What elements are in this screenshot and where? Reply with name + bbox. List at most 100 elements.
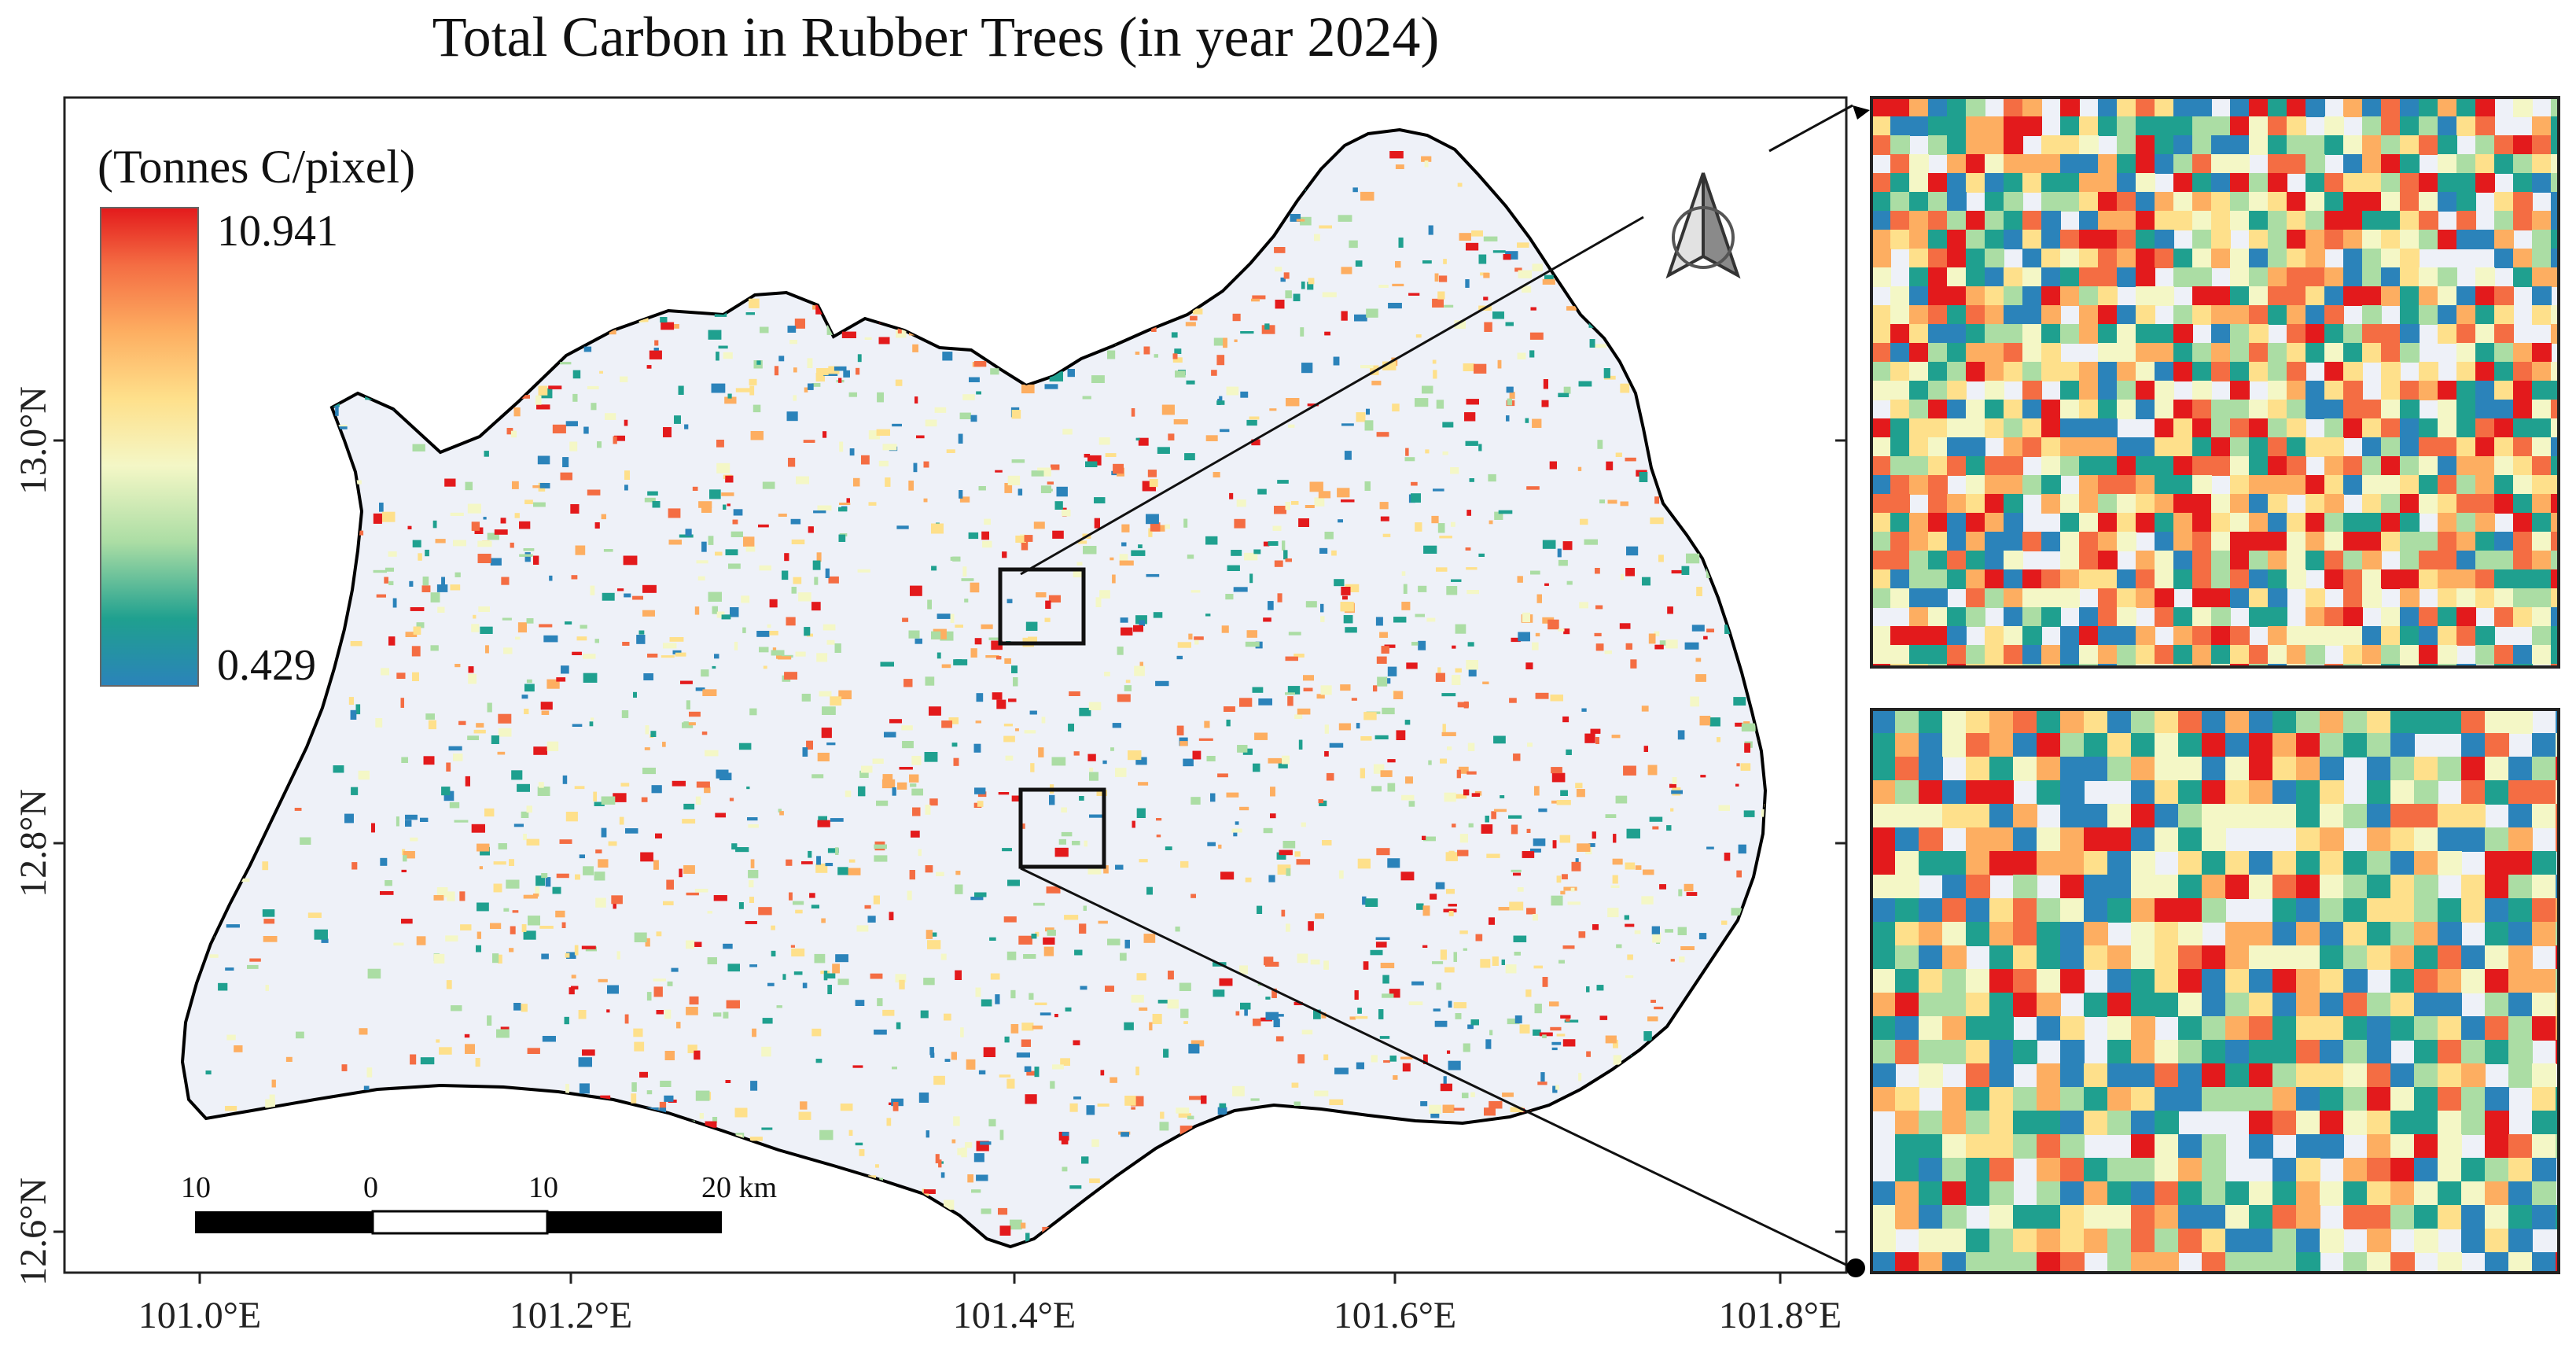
inset-pixel	[2022, 211, 2042, 230]
carbon-pixel	[450, 512, 464, 516]
carbon-pixel	[1131, 994, 1144, 1003]
carbon-pixel	[734, 642, 738, 650]
carbon-pixel	[1091, 1139, 1099, 1148]
carbon-pixel	[435, 539, 446, 544]
carbon-pixel	[437, 606, 445, 613]
carbon-pixel	[1307, 282, 1314, 290]
carbon-pixel	[1454, 794, 1467, 799]
carbon-pixel	[1216, 355, 1225, 366]
carbon-pixel	[983, 1047, 995, 1057]
carbon-pixel	[911, 756, 922, 765]
carbon-pixel	[464, 1034, 470, 1038]
carbon-pixel	[503, 647, 513, 654]
carbon-pixel	[1497, 359, 1502, 369]
carbon-pixel	[668, 540, 682, 545]
carbon-pixel	[388, 551, 397, 557]
carbon-pixel	[501, 577, 510, 585]
inset-pixel	[2532, 267, 2552, 287]
carbon-pixel	[748, 824, 759, 828]
carbon-pixel	[1405, 448, 1409, 456]
carbon-pixel	[868, 502, 877, 506]
carbon-pixel	[1383, 1060, 1390, 1063]
carbon-pixel	[927, 599, 932, 610]
inset-pixel	[1928, 418, 1948, 438]
carbon-pixel	[679, 868, 683, 878]
carbon-pixel	[1115, 864, 1124, 870]
inset-pixel	[2306, 173, 2325, 193]
carbon-pixel	[709, 489, 721, 499]
carbon-pixel	[1371, 1055, 1378, 1063]
inset-pixel	[2400, 437, 2420, 457]
carbon-pixel	[537, 455, 550, 465]
carbon-pixel	[1379, 502, 1389, 510]
inset-pixel	[2173, 324, 2193, 344]
carbon-pixel	[1408, 1001, 1423, 1005]
inset-pixel	[2098, 305, 2118, 325]
inset-pixel	[2306, 249, 2325, 268]
inset-pixel	[2230, 267, 2250, 287]
inset-pixel	[2173, 192, 2193, 212]
carbon-pixel	[1253, 549, 1261, 555]
carbon-pixel	[425, 713, 435, 720]
carbon-pixel	[715, 813, 726, 818]
carbon-pixel	[526, 805, 532, 813]
carbon-pixel	[1625, 923, 1635, 927]
carbon-pixel	[1252, 295, 1266, 300]
inset-pixel	[2041, 286, 2061, 306]
carbon-pixel	[571, 986, 579, 989]
carbon-pixel	[933, 1075, 945, 1085]
inset-pixel	[2551, 418, 2559, 438]
connector-dot-bottom	[1846, 1258, 1865, 1277]
carbon-pixel	[674, 415, 681, 424]
inset-pixel	[1966, 173, 1985, 193]
inset-pixel	[1966, 400, 1985, 419]
carbon-pixel	[660, 317, 668, 322]
carbon-pixel	[1352, 187, 1358, 193]
carbon-pixel	[560, 362, 572, 365]
carbon-pixel	[218, 982, 228, 991]
carbon-pixel	[366, 1067, 373, 1078]
inset-pixel	[1966, 230, 1985, 249]
carbon-pixel	[1647, 765, 1658, 776]
carbon-pixel	[1173, 419, 1188, 425]
carbon-pixel	[546, 741, 559, 751]
carbon-pixel	[1442, 1104, 1455, 1113]
carbon-pixel	[1107, 938, 1121, 945]
inset-pixel	[2532, 116, 2552, 136]
carbon-pixel	[1098, 437, 1110, 445]
inset-pixel	[1947, 116, 1967, 136]
carbon-pixel	[1249, 573, 1253, 584]
inset-pixel	[2004, 418, 2023, 438]
inset-pixel	[1871, 267, 1891, 287]
carbon-pixel	[653, 978, 666, 982]
carbon-pixel	[1510, 1107, 1524, 1112]
carbon-pixel	[1156, 835, 1161, 838]
inset-pixel	[2230, 324, 2250, 344]
carbon-pixel	[1533, 965, 1543, 969]
carbon-pixel	[487, 702, 492, 713]
carbon-pixel	[1680, 946, 1695, 950]
carbon-pixel	[1428, 225, 1433, 235]
carbon-pixel	[523, 834, 527, 841]
carbon-pixel	[643, 673, 653, 680]
carbon-pixel	[1741, 723, 1756, 731]
carbon-pixel	[401, 757, 408, 763]
carbon-pixel	[1135, 1067, 1139, 1076]
carbon-pixel	[1279, 849, 1293, 856]
carbon-pixel	[834, 643, 841, 653]
carbon-pixel	[1354, 314, 1367, 322]
carbon-pixel	[1183, 1021, 1188, 1024]
carbon-pixel	[533, 555, 539, 565]
carbon-pixel	[1635, 865, 1642, 870]
inset-pixel	[1909, 267, 1929, 287]
carbon-pixel	[1456, 769, 1461, 779]
carbon-pixel	[269, 1094, 275, 1102]
carbon-pixel	[1665, 639, 1678, 649]
inset-pixel	[2400, 230, 2420, 249]
carbon-pixel	[1163, 1048, 1169, 1058]
carbon-pixel	[634, 1041, 645, 1052]
carbon-pixel	[948, 717, 959, 724]
carbon-pixel	[423, 756, 435, 765]
carbon-pixel	[1128, 750, 1142, 761]
inset-pixel	[2456, 381, 2476, 400]
